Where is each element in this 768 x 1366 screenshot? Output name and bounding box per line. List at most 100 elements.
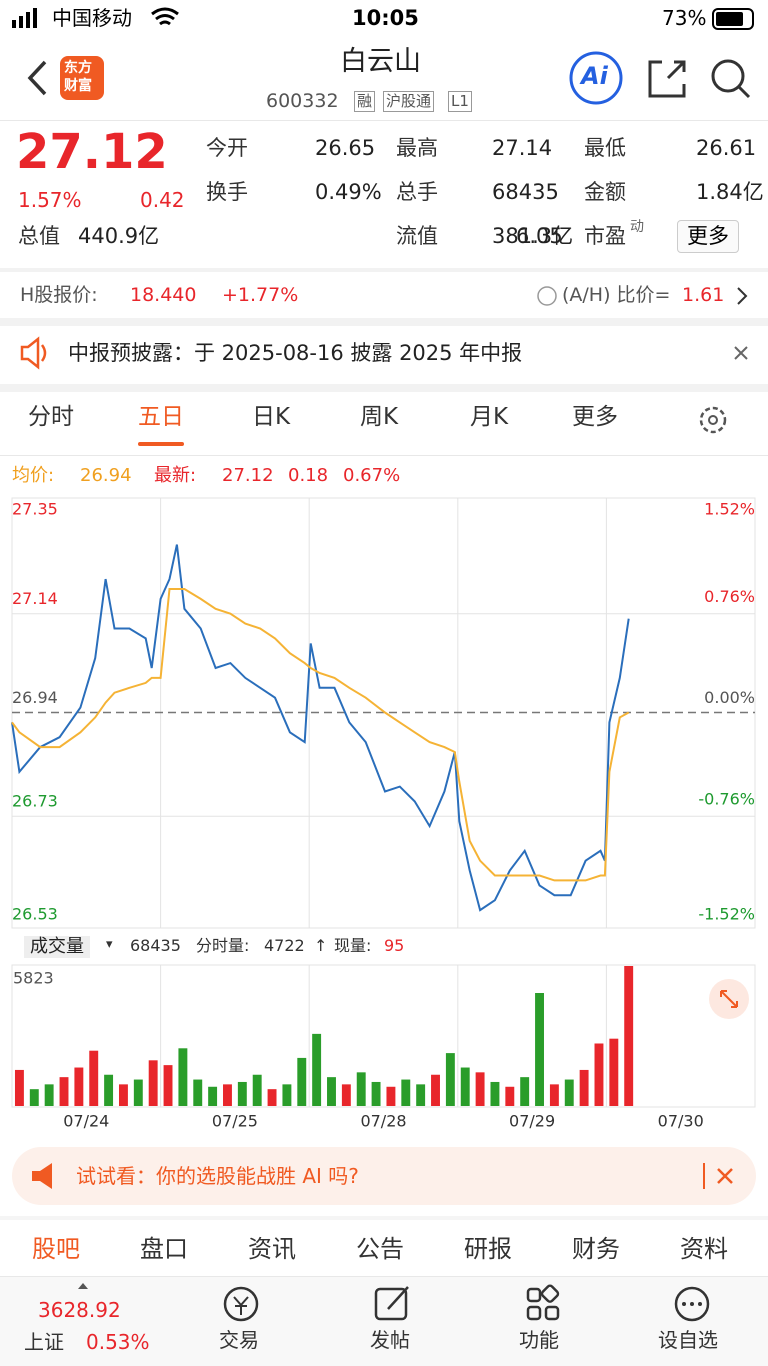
field-label: 总值	[18, 224, 60, 248]
h-share-label: H股报价:	[20, 284, 98, 306]
ah-ratio: 1.61	[682, 284, 725, 306]
field-value: 27.14	[492, 136, 553, 160]
close-notice[interactable]	[720, 330, 768, 378]
y-tick-label: 27.14	[12, 589, 58, 608]
header-icons	[27, 51, 751, 105]
chart: 07/24 07/25 07/28 07/29 07/30 27.35 27.14 26.94…	[11, 497, 756, 1131]
period-tab[interactable]: 五日	[138, 404, 184, 430]
content-tab[interactable]: 股吧	[32, 1235, 80, 1263]
volume-bar	[535, 992, 544, 1106]
content-tab[interactable]: 资讯	[248, 1235, 296, 1263]
period-tab[interactable]: 月K	[470, 404, 509, 430]
clock: 10:05	[352, 6, 419, 30]
nav-item[interactable]: 交易	[219, 1328, 259, 1352]
volume-bar	[89, 1050, 99, 1106]
volume-bar	[579, 1069, 589, 1106]
share-button[interactable]	[648, 60, 686, 98]
volume-bar	[416, 1084, 426, 1106]
x-tick-label: 07/30	[658, 1112, 704, 1131]
back-button[interactable]	[27, 60, 47, 96]
volume-bar	[44, 1084, 54, 1106]
volume-bar	[133, 1079, 143, 1106]
ad-banner[interactable]	[12, 1147, 756, 1205]
ai-label: Ai	[581, 62, 608, 90]
settings-icon[interactable]	[690, 402, 738, 438]
volume-bar	[193, 1079, 203, 1106]
content-tab[interactable]: 盘口	[140, 1235, 188, 1263]
y-tick-label: 26.73	[12, 792, 58, 811]
ad-icons	[32, 1163, 733, 1189]
expand-button[interactable]	[720, 990, 738, 1008]
volume-bar	[549, 1084, 559, 1106]
volume-bar	[341, 1084, 351, 1106]
period-tab[interactable]: 分时	[28, 404, 74, 430]
volume-bar	[609, 1038, 619, 1106]
volume-bar	[564, 1079, 574, 1106]
field-label-sup: 动	[630, 219, 644, 235]
y-tick-label: 5823	[13, 969, 54, 988]
field-label: 流值	[396, 224, 438, 248]
average-line	[11, 588, 630, 882]
nav-item[interactable]: 设自选	[658, 1328, 718, 1352]
last-value: 27.12	[222, 465, 274, 486]
field-value: 26.61	[696, 136, 757, 160]
field-label: 今开	[206, 136, 248, 160]
volume-selector[interactable]: 成交量	[24, 936, 90, 958]
avg-label: 均价:	[12, 465, 55, 486]
now-label: 现量:	[334, 936, 372, 955]
field-label: 金额	[584, 180, 626, 204]
volume-bar	[594, 1043, 604, 1106]
stock-code: 600332	[266, 90, 339, 112]
volume-bar	[148, 1060, 158, 1106]
y2-tick-label: -0.76%	[698, 789, 755, 808]
field-value: 381.3亿	[492, 224, 574, 248]
period-tab[interactable]: 周K	[360, 404, 399, 430]
ad-text: 试试看：你的选股能战胜 AI 吗?	[76, 1164, 359, 1188]
period-tab[interactable]: 日K	[252, 404, 291, 430]
last-change-pct: 0.67%	[343, 465, 401, 486]
field-value: 68435	[492, 180, 559, 204]
notice[interactable]: 中报预披露：于 2025-08-16 披露 2025 年中报	[68, 341, 523, 365]
content-tab[interactable]: 财务	[572, 1235, 620, 1263]
content-tab[interactable]: 资料	[680, 1235, 728, 1263]
content-tab[interactable]: 公告	[356, 1235, 404, 1263]
volume-bar	[386, 1086, 396, 1106]
period-tab[interactable]: 更多	[572, 404, 618, 430]
volume-bar	[445, 1053, 455, 1106]
volume-bar	[252, 1074, 262, 1106]
nav-item[interactable]: 发帖	[370, 1328, 410, 1352]
tick-label: 分时量:	[196, 936, 250, 955]
volume-bar	[431, 1074, 440, 1106]
y2-tick-label: 0.00%	[704, 688, 755, 707]
tag: 沪股通	[383, 91, 435, 112]
bottom-nav	[0, 1277, 768, 1366]
volume-total: 68435	[130, 936, 181, 955]
volume-bar	[104, 1074, 114, 1106]
field-value: 1.84亿	[696, 180, 764, 204]
y-tick-label: 26.53	[12, 905, 58, 924]
price-line	[11, 544, 630, 912]
search-button[interactable]	[711, 59, 745, 93]
h-share-price: 18.440	[130, 284, 197, 306]
status-icons	[12, 7, 754, 30]
nav-item[interactable]: 功能	[519, 1328, 559, 1352]
content-tab[interactable]: 研报	[464, 1235, 512, 1263]
tick-arrow: ↑	[314, 936, 328, 955]
volume-bar	[14, 1069, 24, 1106]
index-value: 3628.92	[38, 1298, 121, 1322]
stock-name: 白云山	[340, 46, 421, 77]
field-value: 0.49%	[315, 180, 382, 204]
ai-button[interactable]	[569, 51, 623, 105]
volume-bar	[223, 1084, 232, 1106]
last-change: 0.18	[288, 465, 329, 486]
field-label: 总手	[396, 180, 438, 204]
avg-value: 26.94	[80, 465, 132, 486]
more-button[interactable]: 更多	[677, 220, 739, 253]
volume-bar	[237, 1081, 247, 1106]
volume-bar	[460, 1067, 470, 1106]
volume-bar	[356, 1072, 366, 1106]
volume-bar	[29, 1089, 39, 1106]
x-tick-label: 07/29	[509, 1112, 555, 1131]
price: 27.12	[16, 124, 168, 180]
